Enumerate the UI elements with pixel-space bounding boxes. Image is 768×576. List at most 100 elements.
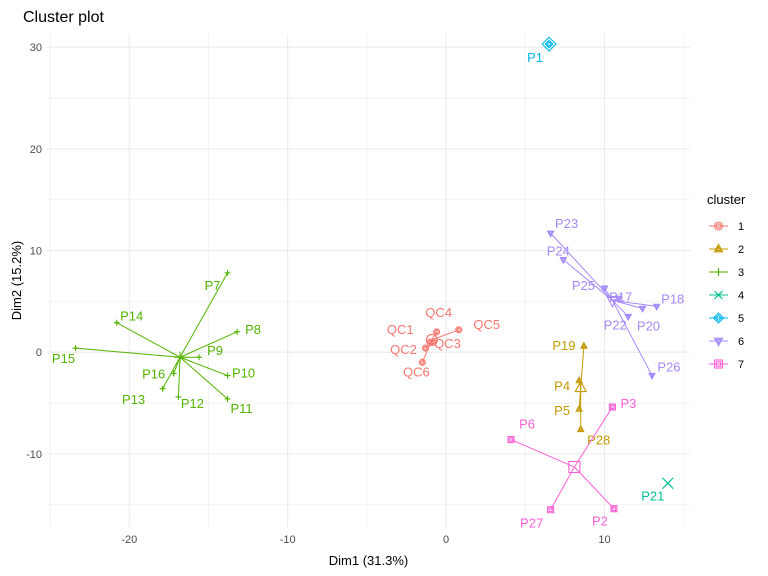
marker-shape (425, 333, 438, 347)
cluster-1-group: QC1 QC2 QC3 QC4 QC5 QC6 (387, 305, 500, 379)
marker-shape (579, 341, 588, 349)
marker-shape (581, 343, 587, 348)
legend-key-marker (712, 312, 725, 324)
cluster-3-group: P7 P8 P9 P10 P11 P12 P13 P14 P15 P16 (52, 269, 261, 416)
point-label: P28 (587, 432, 610, 447)
marker-shape (715, 338, 722, 345)
cluster-center-marker (574, 380, 588, 393)
marker-inner (431, 339, 436, 345)
point-label: QC1 (387, 322, 414, 337)
marker-shape (431, 339, 436, 345)
marker-shape (560, 257, 566, 263)
legend: cluster 1 2 3 4 5 6 7 (707, 192, 746, 371)
cluster-segment (562, 259, 613, 301)
marker-shape (575, 404, 584, 412)
marker-inner (73, 346, 78, 350)
point-label: P23 (555, 216, 578, 231)
point-marker (224, 372, 231, 379)
marker-inner (548, 507, 553, 512)
marker-shape (434, 329, 439, 335)
point-marker (559, 257, 568, 265)
legend-item-7: 7 (709, 359, 744, 371)
marker-shape (574, 380, 588, 393)
cluster-center-marker (174, 351, 186, 363)
legend-key-marker (713, 243, 724, 253)
marker-shape (639, 306, 646, 312)
x-axis-label: Dim1 (31.3%) (329, 553, 408, 568)
x-tick-label: 0 (443, 534, 449, 546)
point-label: P19 (552, 338, 575, 353)
legend-item-5: 5 (709, 312, 744, 325)
x-tick-label: -20 (121, 534, 137, 546)
point-label: P13 (122, 392, 145, 407)
cluster-segment (611, 300, 653, 376)
marker-shape (713, 221, 724, 231)
point-label: P6 (519, 417, 535, 432)
marker-shape (547, 506, 555, 514)
point-label: P12 (181, 396, 204, 411)
marker-inner (625, 314, 631, 320)
cluster-center-marker (605, 295, 619, 308)
legend-title: cluster (707, 192, 746, 207)
marker-inner (639, 306, 646, 312)
y-tick-label: -10 (26, 449, 42, 461)
point-marker (224, 395, 231, 402)
marker-shape (715, 361, 722, 367)
point-marker (575, 404, 584, 412)
point-marker (159, 385, 166, 392)
point-label: P8 (245, 322, 261, 337)
marker-inner (716, 269, 721, 275)
marker-shape (712, 312, 725, 324)
marker-inner (225, 271, 230, 275)
point-label: QC6 (403, 364, 430, 379)
marker-shape (713, 359, 724, 369)
point-label: P7 (205, 278, 221, 293)
cluster-center-marker (425, 333, 438, 347)
point-marker (170, 370, 177, 377)
marker-shape (433, 328, 441, 336)
point-label: P20 (637, 318, 660, 333)
marker-shape (575, 376, 584, 384)
marker-inner (714, 314, 723, 322)
y-axis-label: Dim2 (15.2%) (9, 241, 24, 320)
marker-shape (713, 243, 724, 253)
cluster-segment (612, 299, 657, 307)
marker-inner (581, 343, 587, 348)
marker-shape (576, 424, 585, 433)
marker-inner (508, 437, 514, 442)
cluster-7-group: P3 P6 P2 P27 (507, 396, 636, 531)
marker-shape (625, 314, 631, 320)
cluster-segment (173, 357, 181, 374)
marker-shape (559, 257, 568, 265)
y-tick-label: 10 (30, 246, 42, 258)
marker-shape (548, 231, 554, 237)
marker-shape (605, 295, 619, 308)
cluster-segment (116, 322, 181, 358)
point-label: P18 (661, 291, 684, 306)
marker-inner (115, 321, 119, 325)
legend-label: 4 (738, 290, 744, 302)
legend-label: 6 (738, 336, 744, 348)
x-tick-label: 10 (598, 534, 610, 546)
point-marker (608, 403, 616, 411)
marker-shape (541, 36, 557, 52)
cluster-segment (612, 299, 629, 317)
point-label: QC4 (425, 305, 452, 320)
point-marker (507, 436, 515, 444)
marker-shape (546, 230, 555, 238)
legend-label: 3 (738, 267, 744, 279)
point-marker (455, 326, 463, 334)
marker-shape (614, 295, 623, 303)
point-label: P14 (120, 309, 143, 324)
marker-inner (160, 387, 165, 391)
cluster-segment (550, 232, 613, 301)
cluster-segment (612, 299, 643, 309)
point-marker (72, 345, 79, 352)
marker-inner (715, 223, 722, 229)
marker-shape (576, 377, 582, 383)
marker-shape (714, 314, 723, 322)
cluster-segment (75, 347, 181, 358)
point-label: P3 (620, 396, 636, 411)
point-label: P24 (547, 244, 570, 259)
